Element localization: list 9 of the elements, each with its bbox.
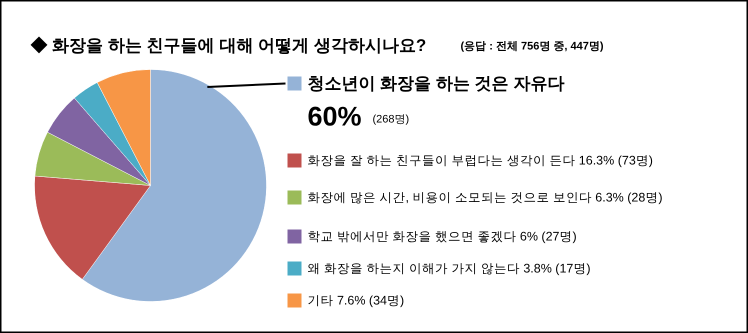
legend-label: 왜 화장을 하는지 이해가 가지 않는다 3.8% (17명)	[308, 262, 591, 276]
data-label: 60% (268명)	[308, 102, 410, 132]
legend-label: 화장을 잘 하는 친구들이 부럽다는 생각이 든다 16.3% (73명)	[308, 154, 653, 168]
legend-label: 기타 7.6% (34명)	[308, 294, 404, 308]
legend-label: 학교 밖에서만 화장을 했으면 좋겠다 6% (27명)	[308, 230, 577, 244]
chart-title: ◆ 화장을 하는 친구들에 대해 어떻게 생각하시나요?	[30, 36, 426, 55]
legend-label: 청소년이 화장을 하는 것은 자유다	[308, 74, 564, 93]
legend-label: 화장에 많은 시간, 비용이 소모되는 것으로 보인다 6.3% (28명)	[308, 190, 662, 204]
chart-subtitle: (응답 : 전체 756명 중, 447명)	[460, 40, 604, 52]
